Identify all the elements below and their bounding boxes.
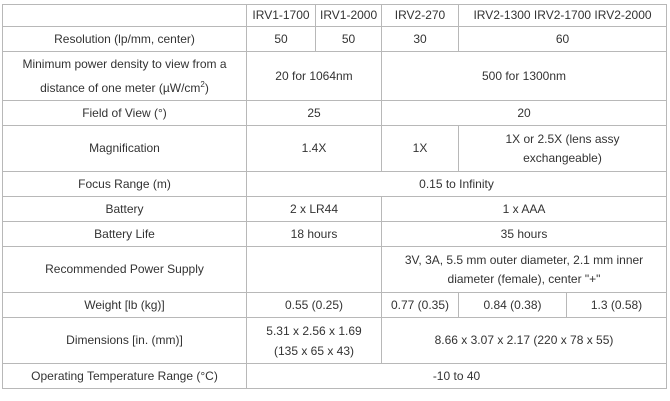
row-battery: Battery 2 x LR44 1 x AAA [2, 196, 667, 222]
magnification-irv1: 1.4X [246, 125, 382, 172]
header-irv1-2000: IRV1-2000 [315, 4, 382, 27]
battery-life-irv2: 35 hours [381, 221, 667, 247]
row-dimensions: Dimensions [in. (mm)] 5.31 x 2.56 x 1.69… [2, 317, 667, 364]
spec-table: IRV1-1700 IRV1-2000 IRV2-270 IRV2-1300 I… [2, 4, 667, 389]
resolution-irv1-1700: 50 [246, 26, 316, 52]
power-supply-irv1 [246, 246, 382, 293]
header-irv1-1700: IRV1-1700 [246, 4, 316, 27]
row-field-of-view: Field of View (°) 25 20 [2, 100, 667, 126]
battery-life-irv1: 18 hours [246, 221, 382, 247]
focus-range-value: 0.15 to Infinity [246, 171, 667, 197]
power-density-irv2: 500 for 1300nm [381, 51, 667, 101]
field-of-view-irv2: 20 [381, 100, 667, 126]
row-weight: Weight [lb (kg)] 0.55 (0.25) 0.77 (0.35)… [2, 292, 667, 318]
resolution-irv2-270: 30 [381, 26, 459, 52]
row-focus-range: Focus Range (m) 0.15 to Infinity [2, 171, 667, 197]
weight-irv2-270: 0.77 (0.35) [381, 292, 459, 318]
label-battery-life: Battery Life [2, 221, 247, 247]
header-empty-cell [2, 4, 247, 27]
dimensions-irv2: 8.66 x 3.07 x 2.17 (220 x 78 x 55) [381, 317, 667, 364]
row-battery-life: Battery Life 18 hours 35 hours [2, 221, 667, 247]
magnification-irv2-270: 1X [381, 125, 459, 172]
battery-irv1: 2 x LR44 [246, 196, 382, 222]
label-temperature: Operating Temperature Range (°C) [2, 363, 247, 389]
weight-irv2-rest: 1.3 (0.58) [566, 292, 667, 318]
row-power-supply: Recommended Power Supply 3V, 3A, 5.5 mm … [2, 246, 667, 293]
temperature-value: -10 to 40 [246, 363, 667, 389]
row-power-density: Minimum power density to view from a dis… [2, 51, 667, 101]
label-dimensions: Dimensions [in. (mm)] [2, 317, 247, 364]
label-battery: Battery [2, 196, 247, 222]
field-of-view-irv1: 25 [246, 100, 382, 126]
weight-irv1: 0.55 (0.25) [246, 292, 382, 318]
label-focus-range: Focus Range (m) [2, 171, 247, 197]
label-field-of-view: Field of View (°) [2, 100, 247, 126]
header-irv2-270: IRV2-270 [381, 4, 459, 27]
label-weight: Weight [lb (kg)] [2, 292, 247, 318]
label-power-density: Minimum power density to view from a dis… [2, 51, 247, 101]
header-row: IRV1-1700 IRV1-2000 IRV2-270 IRV2-1300 I… [2, 4, 667, 27]
resolution-irv2-rest: 60 [458, 26, 667, 52]
weight-irv2-1300: 0.84 (0.38) [458, 292, 567, 318]
power-density-irv1: 20 for 1064nm [246, 51, 382, 101]
battery-irv2: 1 x AAA [381, 196, 667, 222]
power-density-label-line1: Minimum power density to view from a [22, 57, 227, 71]
power-density-label-line2: distance of one meter (µW/cm [40, 81, 201, 95]
label-resolution: Resolution (lp/mm, center) [2, 26, 247, 52]
magnification-irv2-rest: 1X or 2.5X (lens assy exchangeable) [458, 125, 667, 172]
row-resolution: Resolution (lp/mm, center) 50 50 30 60 [2, 26, 667, 52]
label-magnification: Magnification [2, 125, 247, 172]
dimensions-irv1: 5.31 x 2.56 x 1.69 (135 x 65 x 43) [246, 317, 382, 364]
power-supply-irv2: 3V, 3A, 5.5 mm outer diameter, 2.1 mm in… [381, 246, 667, 293]
power-density-label-close: ) [204, 81, 209, 95]
row-temperature: Operating Temperature Range (°C) -10 to … [2, 363, 667, 389]
label-power-supply: Recommended Power Supply [2, 246, 247, 293]
row-magnification: Magnification 1.4X 1X 1X or 2.5X (lens a… [2, 125, 667, 172]
resolution-irv1-2000: 50 [315, 26, 382, 52]
header-irv2-1300-1700-2000: IRV2-1300 IRV2-1700 IRV2-2000 [458, 4, 667, 27]
power-density-unit-superscript: 2 [200, 80, 205, 89]
